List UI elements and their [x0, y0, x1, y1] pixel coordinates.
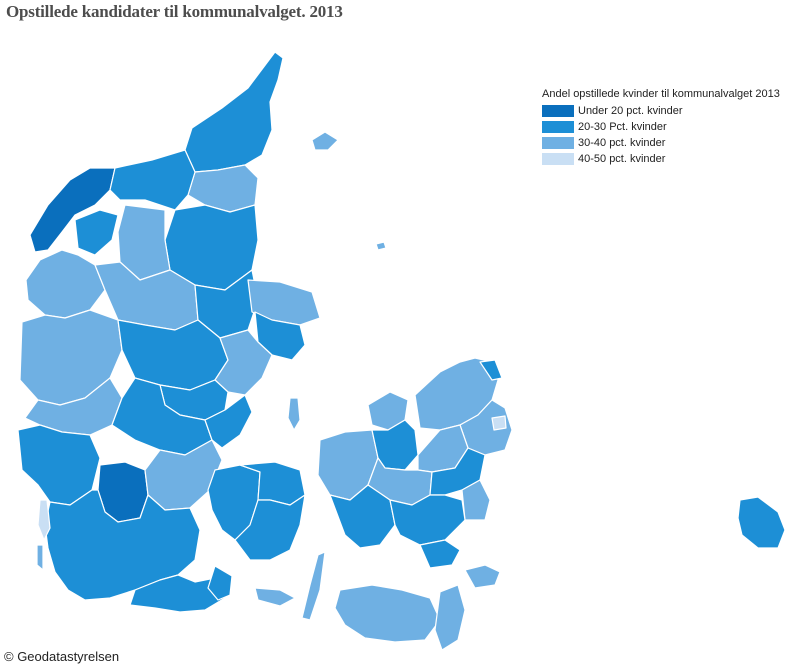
region-holstebro [19, 309, 123, 406]
region-vordingborg [419, 539, 461, 569]
region-north-tip [184, 51, 284, 173]
legend-item: 20-30 Pct. kvinder [542, 119, 780, 135]
region-north-tip-inner [187, 164, 259, 213]
copyright-credit: © Geodatastyrelsen [4, 649, 120, 664]
region-copenhagen-light [491, 415, 507, 431]
legend-title: Andel opstillede kvinder til kommunalval… [542, 88, 780, 100]
legend-swatch [542, 137, 574, 149]
legend-item: Under 20 pct. kvinder [542, 103, 780, 119]
legend-label: 20-30 Pct. kvinder [578, 121, 667, 133]
region-langeland [301, 551, 326, 621]
region-aero [254, 587, 296, 607]
region-romo [36, 544, 44, 571]
region-vejle [204, 394, 253, 449]
region-samso [287, 397, 301, 431]
region-mon [464, 564, 501, 589]
region-als [207, 565, 233, 601]
legend-item: 40-50 pct. kvinder [542, 151, 780, 167]
legend-swatch [542, 121, 574, 133]
region-aarhus-area [214, 329, 273, 396]
legend-item: 30-40 pct. kvinder [542, 135, 780, 151]
region-gribskov [479, 359, 503, 381]
region-skive [25, 249, 106, 319]
region-falster [434, 584, 466, 651]
region-bornholm [737, 496, 786, 549]
region-lolland [334, 584, 441, 643]
region-fano [37, 499, 51, 541]
region-naestved [389, 494, 466, 546]
legend-label: Under 20 pct. kvinder [578, 105, 683, 117]
region-north-zealand [414, 357, 499, 431]
region-laeso [311, 131, 339, 151]
map-legend: Andel opstillede kvinder til kommunalval… [542, 88, 780, 167]
region-anholt [375, 241, 387, 251]
region-funen-east [234, 494, 306, 561]
map-title: Opstillede kandidater til kommunalvalget… [6, 2, 343, 21]
legend-swatch [542, 105, 574, 117]
legend-label: 30-40 pct. kvinder [578, 137, 666, 149]
region-thy [29, 167, 116, 253]
region-northwest [109, 149, 196, 211]
region-aabenraa [129, 574, 226, 613]
region-sonderjylland [44, 489, 201, 601]
legend-label: 40-50 pct. kvinder [578, 153, 666, 165]
legend-swatch [542, 153, 574, 165]
region-mors [74, 209, 119, 256]
